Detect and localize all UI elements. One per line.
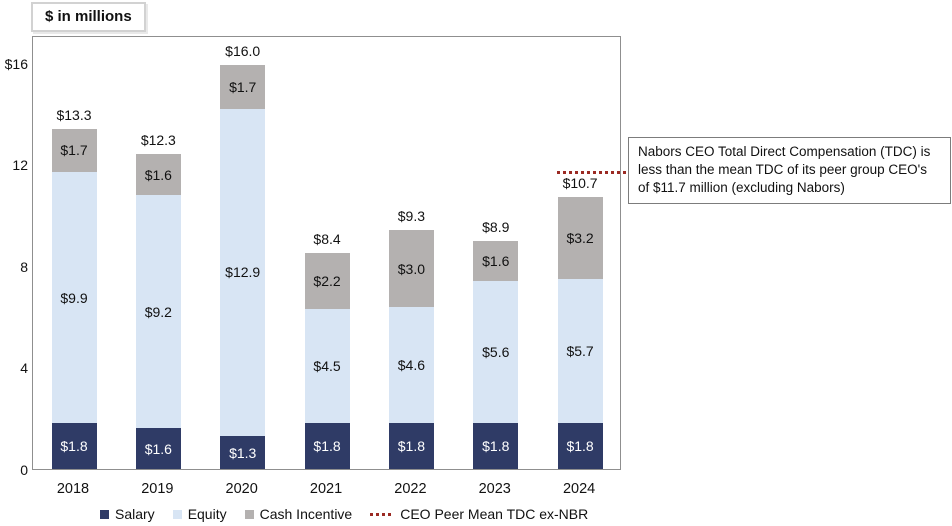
bar-total-label: $9.3: [397, 208, 426, 225]
bar-segment-label: $12.9: [225, 264, 261, 281]
bar-segment-label: $1.8: [566, 438, 594, 455]
bar-2020: $1.3 $12.9 $1.7: [220, 65, 266, 469]
x-axis-label-2024: 2024: [562, 481, 596, 497]
bar-segment-label: $1.7: [229, 79, 257, 96]
bar-segment-label: $5.7: [566, 343, 594, 359]
bar-segment-equity: $9.9: [51, 172, 97, 424]
units-title-box: $ in millions: [31, 2, 146, 32]
y-axis-tick-label: 4: [20, 360, 28, 377]
legend-square-swatch-icon: [172, 509, 182, 519]
bar-segment-label: $1.8: [482, 438, 510, 455]
y-axis-tick-label: $16: [4, 55, 28, 72]
legend-label: Salary: [115, 506, 155, 522]
x-axis-label-2022: 2022: [394, 481, 427, 497]
x-axis-label-2021: 2021: [309, 481, 343, 497]
bar-segment-salary: $1.8: [51, 423, 97, 469]
y-axis-tick-label: 8: [20, 258, 28, 275]
bar-segment-label: $9.2: [144, 303, 172, 320]
reference-line: [556, 171, 628, 175]
bar-segment-label: $9.9: [60, 289, 88, 306]
bar-segment-salary: $1.6: [135, 428, 181, 469]
bar-2024: $1.8 $5.7 $3.2: [557, 197, 603, 469]
bar-total-label: $12.3: [140, 132, 176, 149]
x-axis-label-2020: 2020: [225, 481, 258, 497]
bar-segment-label: $3.0: [397, 260, 426, 277]
bar-segment-label: $1.3: [229, 444, 257, 461]
bar-segment-equity: $5.7: [557, 278, 603, 424]
bar-2018: $1.8 $9.9 $1.7: [51, 128, 97, 469]
bar-segment-label: $1.6: [144, 440, 172, 457]
bar-segment-equity: $12.9: [220, 108, 266, 437]
legend-item-cash-incentive: Cash Incentive: [244, 506, 353, 522]
legend-square-swatch-icon: [244, 509, 254, 519]
bar-segment-label: $1.6: [482, 252, 510, 269]
bar-segment-label: $1.8: [397, 438, 426, 455]
bar-2023: $1.8 $5.6 $1.6: [473, 240, 519, 469]
y-axis-tick-label: 12: [12, 157, 28, 174]
bar-2022: $1.8 $4.6 $3.0: [388, 230, 434, 469]
bar-segment-salary: $1.8: [388, 423, 434, 469]
bar-segment-label: $2.2: [313, 273, 341, 290]
bar-segment-cash-incentive: $3.2: [557, 197, 603, 279]
bar-total-label: $8.4: [313, 231, 341, 248]
legend-item-ceo-peer-mean-tdc-ex-nbr: CEO Peer Mean TDC ex-NBR: [370, 506, 588, 522]
bar-segment-equity: $9.2: [135, 194, 181, 429]
chart-plot-area: $1.8 $9.9 $1.7 $13.3 $1.6 $9.2 $1.6 $12.3 $1.3 $1…: [32, 36, 621, 470]
legend-label: Equity: [187, 506, 227, 522]
bar-total-label: $13.3: [56, 106, 92, 123]
bar-2019: $1.6 $9.2 $1.6: [135, 154, 181, 469]
bar-total-label: $10.7: [562, 175, 598, 192]
bar-segment-cash-incentive: $1.7: [220, 65, 266, 109]
callout-text: Nabors CEO Total Direct Compensation (TD…: [638, 144, 931, 195]
bar-segment-label: $1.8: [313, 438, 341, 455]
x-axis-label-2019: 2019: [141, 481, 174, 497]
bar-segment-salary: $1.8: [473, 423, 519, 469]
bar-segment-label: $1.8: [60, 438, 88, 455]
bar-segment-cash-incentive: $1.6: [473, 240, 519, 282]
x-axis-label-2018: 2018: [56, 481, 90, 497]
bar-segment-label: $5.6: [482, 344, 510, 361]
bar-segment-label: $3.2: [566, 230, 594, 247]
bar-segment-cash-incentive: $1.7: [51, 128, 97, 173]
chart-legend: Salary Equity Cash Incentive CEO Peer Mean …: [100, 505, 588, 523]
bar-segment-salary: $1.8: [557, 423, 603, 469]
legend-dotted-line-swatch-icon: [370, 512, 395, 516]
units-title-label: $ in millions: [45, 8, 132, 25]
bar-segment-salary: $1.8: [304, 423, 350, 469]
legend-item-salary: Salary: [100, 506, 155, 522]
bar-segment-cash-incentive: $1.6: [135, 154, 181, 195]
legend-square-swatch-icon: [100, 509, 109, 519]
x-axis-label-2023: 2023: [478, 481, 511, 497]
bar-total-label: $8.9: [482, 218, 510, 235]
bar-2021: $1.8 $4.5 $2.2: [304, 253, 350, 469]
bar-segment-equity: $4.6: [388, 306, 434, 424]
y-axis-tick-label: 0: [20, 462, 28, 478]
bar-total-label: $16.0: [225, 43, 261, 60]
legend-label: CEO Peer Mean TDC ex-NBR: [400, 506, 589, 522]
bar-segment-label: $1.7: [60, 142, 88, 159]
callout-box: Nabors CEO Total Direct Compensation (TD…: [628, 137, 951, 204]
legend-label: Cash Incentive: [259, 506, 353, 522]
bar-segment-cash-incentive: $3.0: [388, 230, 434, 307]
legend-item-equity: Equity: [172, 506, 227, 522]
bar-segment-cash-incentive: $2.2: [304, 253, 350, 310]
bar-segment-equity: $5.6: [473, 281, 519, 424]
bar-segment-label: $4.6: [397, 356, 426, 373]
bar-segment-label: $1.6: [144, 166, 172, 183]
bar-segment-salary: $1.3: [220, 436, 266, 469]
bar-segment-label: $4.5: [313, 358, 341, 375]
bar-segment-equity: $4.5: [304, 309, 350, 424]
